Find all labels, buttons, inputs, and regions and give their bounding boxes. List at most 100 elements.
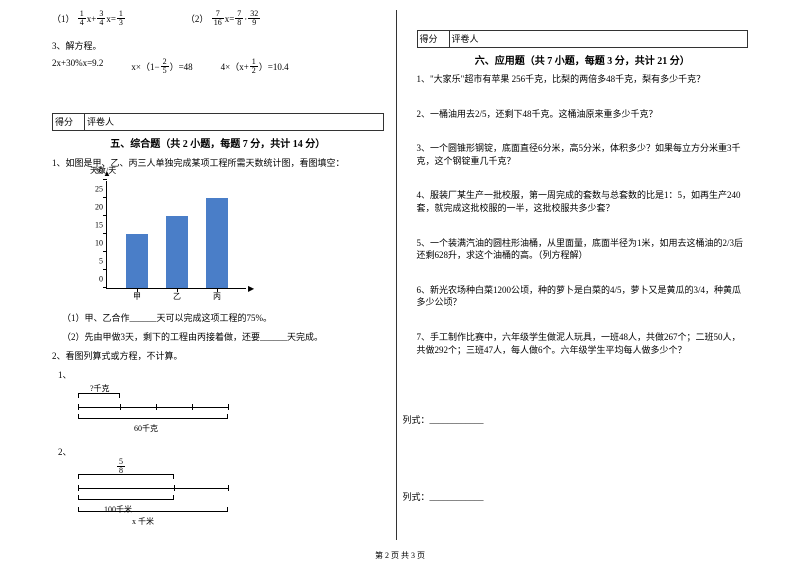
d2-brace-mid: [78, 494, 174, 500]
d1-brace-bot: [78, 413, 228, 419]
x-label: 丙: [213, 291, 221, 302]
x-tick: [177, 288, 178, 292]
x-label: 乙: [173, 291, 181, 302]
score-cell-r: 评卷人: [85, 114, 117, 130]
equation-row-1: （1） 14 x+ 34 x= 13 （2） 716 x= 78 · 329: [52, 10, 384, 27]
q6-5: 5、一个装满汽油的圆柱形油桶，从里面量，底面半径为1米，如用去这桶油的2/3后还…: [417, 237, 749, 262]
eq2-mid: x=: [225, 14, 235, 24]
d2-brace-top: [78, 474, 174, 480]
d1-line: [78, 407, 228, 408]
sub2: 2、: [58, 445, 384, 458]
bar-chart: 天数/天 ▲ 051015202530甲乙丙 ▶: [82, 175, 252, 305]
diagram-1: ?千克 60千克 列式：____________: [72, 385, 384, 441]
eq3a: 2x+30%x=9.2: [52, 58, 103, 75]
y-arrow-icon: ▲: [103, 169, 111, 178]
d2-frac: 58: [116, 458, 126, 475]
eq2-f1d: 16: [212, 19, 224, 27]
d1-brace-top: [78, 393, 120, 399]
eq2-dot: ·: [244, 14, 247, 24]
x-arrow-icon: ▶: [248, 284, 254, 293]
x-tick: [137, 288, 138, 292]
y-label: 25: [87, 185, 103, 194]
y-label: 30: [87, 167, 103, 176]
q6-6: 6、新光农场种白菜1200公顷，种的萝卜是白菜的4/5，萝卜又是黄瓜的3/4，种…: [417, 284, 749, 309]
y-tick: [103, 269, 107, 270]
chart-axes: 051015202530甲乙丙: [106, 181, 246, 289]
score6-r: 评卷人: [452, 32, 479, 45]
q6-1: 1、"大家乐"超市有苹果 256千克，比梨的两倍多48千克，梨有多少千克？: [417, 73, 749, 86]
d1-t2: [156, 404, 157, 410]
eq2-prefix: （2）: [186, 12, 209, 25]
eq3b-pre: x×（1−: [131, 60, 159, 73]
chart-bar: [166, 216, 188, 288]
d1-t3: [192, 404, 193, 410]
d1-list-eq: 列式：____________: [402, 413, 483, 426]
equation-row-3: 2x+30%x=9.2 x×（1− 25 ）=48 4×（x+ 12 ）=10.…: [52, 58, 384, 75]
eq3c: 4×（x+ 12 ）=10.4: [221, 58, 289, 75]
d1-total-label: 60千克: [134, 423, 158, 434]
y-tick: [103, 179, 107, 180]
eq3c-pre: 4×（x+: [221, 60, 249, 73]
left-column: （1） 14 x+ 34 x= 13 （2） 716 x= 78 · 329 3…: [40, 10, 397, 540]
q5-1b: （2）先由甲做3天，剩下的工程由丙接着做，还要______天完成。: [62, 330, 384, 343]
eq1-f2d: 4: [97, 19, 105, 27]
eq3b-fd: 5: [161, 67, 169, 75]
d1-t1: [120, 404, 121, 410]
q6-2: 2、一桶油用去2/5，还剩下48千克。这桶油原来重多少千克？: [417, 108, 749, 121]
d2-t1: [174, 485, 175, 491]
score-r: 评卷人: [87, 115, 114, 128]
y-label: 0: [87, 275, 103, 284]
d1-t0: [78, 404, 79, 410]
d2-list-eq: 列式：____________: [402, 490, 483, 503]
y-tick: [103, 287, 107, 288]
eq2-f2d: 8: [235, 19, 243, 27]
y-label: 5: [87, 257, 103, 266]
page-footer: 第 2 页 共 3 页: [0, 550, 800, 561]
score6-cell-r: 评卷人: [450, 31, 482, 47]
q5-1a: （1）甲、乙合作______天可以完成这项工程的75%。: [62, 311, 384, 324]
y-tick: [103, 233, 107, 234]
page-container: （1） 14 x+ 34 x= 13 （2） 716 x= 78 · 329 3…: [0, 0, 800, 540]
y-label: 20: [87, 203, 103, 212]
eq1-mid2: x=: [106, 14, 116, 24]
eq3c-post: ）=10.4: [259, 60, 289, 73]
score6-cell-l: 得分: [418, 31, 450, 47]
y-tick: [103, 197, 107, 198]
d2-brace-bot: [78, 506, 228, 512]
eq1-mid1: x+: [87, 14, 97, 24]
d2-t0: [78, 485, 79, 491]
y-tick: [103, 251, 107, 252]
chart-bar: [206, 198, 228, 288]
score-box-6: 得分 评卷人: [417, 30, 749, 48]
y-label: 10: [87, 239, 103, 248]
y-label: 15: [87, 221, 103, 230]
eq1: （1） 14 x+ 34 x= 13: [52, 10, 126, 27]
score6-l: 得分: [420, 32, 438, 45]
diagram-2: 58 100千米 x 千米 列式：____________: [72, 462, 384, 526]
eq1-f1d: 4: [78, 19, 86, 27]
x-tick: [217, 288, 218, 292]
eq1-f3d: 3: [117, 19, 125, 27]
q6-7: 7、手工制作比赛中，六年级学生做泥人玩具，一班48人，共做267个；二班50人，…: [417, 331, 749, 356]
section-6-title: 六、应用题（共 7 小题，每题 3 分，共计 21 分）: [417, 52, 749, 67]
eq3b: x×（1− 25 ）=48: [131, 58, 192, 75]
score-box-5: 得分 评卷人: [52, 113, 384, 131]
eq3b-post: ）=48: [170, 60, 193, 73]
eq2-f3d: 9: [248, 19, 260, 27]
score-cell-l: 得分: [53, 114, 85, 130]
section-5-title: 五、综合题（共 2 小题，每题 7 分，共计 14 分）: [52, 135, 384, 150]
eq2: （2） 716 x= 78 · 329: [186, 10, 261, 27]
q6-4: 4、服装厂某生产一批校服，第一周完成的套数与总套数的比是1：5，如再生产240套…: [417, 189, 749, 214]
d1-t4: [228, 404, 229, 410]
d2-t2: [228, 485, 229, 491]
eq1-prefix: （1）: [52, 12, 75, 25]
q3-label: 3、解方程。: [52, 39, 384, 52]
chart-bar: [126, 234, 148, 288]
q6-3: 3、一个圆锥形钢锭，底面直径6分米，高5分米，体积多少？如果每立方分米重3千克，…: [417, 142, 749, 167]
d2-x-label: x 千米: [132, 516, 154, 527]
y-tick: [103, 215, 107, 216]
score-l: 得分: [55, 115, 73, 128]
d2-line: [78, 488, 228, 489]
sub1: 1、: [58, 368, 384, 381]
right-column: 得分 评卷人 六、应用题（共 7 小题，每题 3 分，共计 21 分） 1、"大…: [397, 10, 761, 540]
